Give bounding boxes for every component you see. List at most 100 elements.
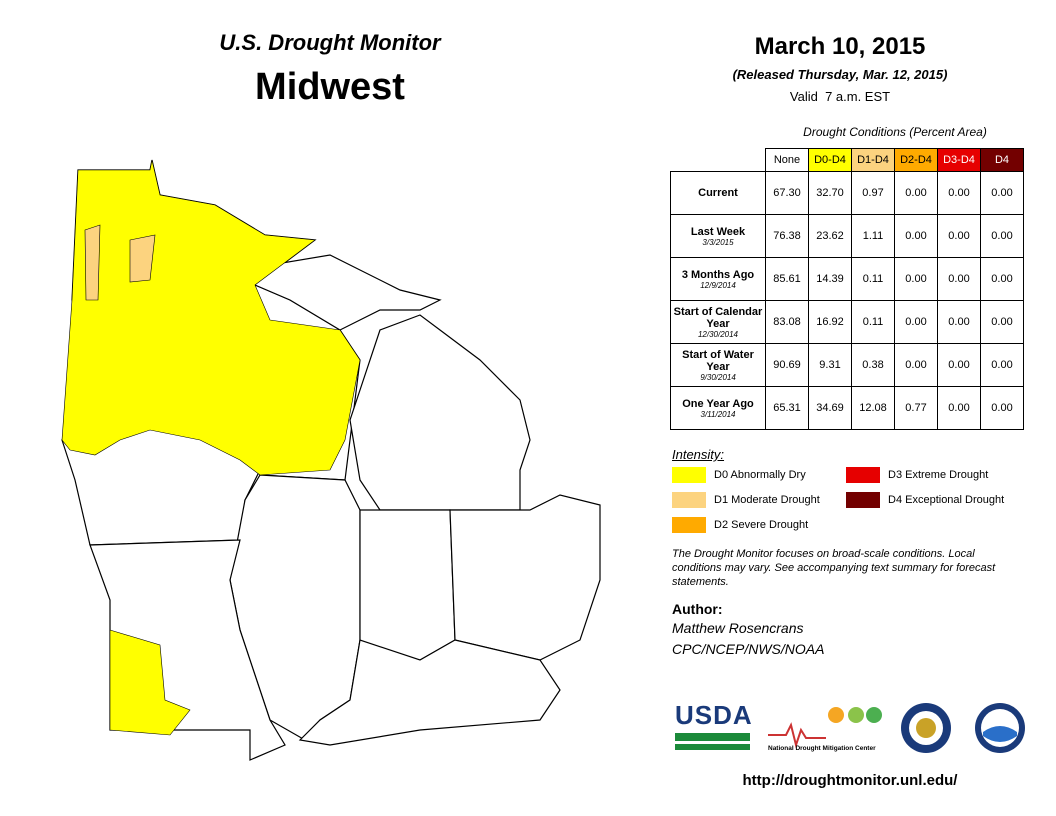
row-date: 12/9/2014 (700, 280, 736, 290)
row-date: 3/3/2015 (702, 237, 734, 247)
cell-value: 14.39 (808, 257, 852, 301)
cell-value: 0.00 (980, 171, 1024, 215)
cell-value: 0.00 (980, 257, 1024, 301)
state-kentucky (298, 639, 561, 746)
cell-value: 16.92 (808, 300, 852, 344)
cell-value: 0.00 (894, 343, 938, 387)
table-row: Start of Water Year 9/30/2014 90.69 9.31 0.3… (670, 343, 1024, 387)
d1-area (84, 224, 101, 301)
row-label: 3 Months Ago 12/9/2014 (670, 257, 766, 301)
legend-item: D0 Abnormally Dry (672, 467, 806, 483)
cell-value: 23.62 (808, 214, 852, 258)
cell-value: 83.08 (765, 300, 809, 344)
column-header: D1-D4 (851, 148, 895, 172)
column-header: D4 (980, 148, 1024, 172)
cell-value: 0.97 (851, 171, 895, 215)
cell-value: 0.00 (980, 343, 1024, 387)
legend-item: D2 Severe Drought (672, 517, 808, 533)
cell-value: 0.00 (937, 386, 981, 430)
state-ohio (449, 494, 601, 661)
header-row: None D0-D4 D1-D4 D2-D4 D3-D4 D4 (671, 148, 1024, 172)
author-heading: Author: (672, 601, 723, 617)
cell-value: 76.38 (765, 214, 809, 258)
row-label: Start of Calendar Year 12/30/2014 (670, 300, 766, 344)
cell-value: 0.00 (894, 300, 938, 344)
cell-value: 0.00 (937, 214, 981, 258)
legend-label: D1 Moderate Drought (714, 494, 820, 506)
row-label-text: Start of Water Year (682, 348, 754, 373)
row-label-text: Start of Calendar Year (673, 305, 763, 330)
author-org: CPC/NCEP/NWS/NOAA (672, 641, 825, 657)
legend-swatch (672, 492, 706, 508)
legend-swatch (672, 517, 706, 533)
table-row: 3 Months Ago 12/9/2014 85.61 14.39 0.11 0.00 0… (670, 257, 1024, 301)
agency-seals (901, 703, 1025, 753)
url: http://droughtmonitor.unl.edu/ (742, 772, 958, 789)
row-date: 3/11/2014 (700, 409, 736, 419)
state-indiana (359, 509, 456, 661)
region: Midwest (255, 66, 405, 108)
cell-value: 0.00 (894, 214, 938, 258)
table-caption: Drought Conditions (Percent Area) (803, 125, 987, 139)
usda-logo: USDA (675, 700, 753, 752)
table-row: Last Week 3/3/2015 76.38 23.62 1.11 0.00 0.00 0… (670, 214, 1024, 258)
row-label-text: One Year Ago (682, 397, 754, 410)
cell-value: 0.11 (851, 257, 895, 301)
row-date: 9/30/2014 (700, 372, 736, 382)
cell-value: 0.00 (937, 171, 981, 215)
cell-value: 34.69 (808, 386, 852, 430)
released: (Released Thursday, Mar. 12, 2015) (732, 67, 948, 82)
legend-title: Intensity: (672, 447, 725, 462)
cell-value: 67.30 (765, 171, 809, 215)
conditions-table: None D0-D4 D1-D4 D2-D4 D3-D4 D4 Current 67.30 32… (670, 148, 1024, 430)
cell-value: 12.08 (851, 386, 895, 430)
cell-value: 9.31 (808, 343, 852, 387)
cell-value: 1.11 (851, 214, 895, 258)
legend-swatch (846, 492, 880, 508)
row-date: 12/30/2014 (697, 329, 739, 339)
d1-area (129, 234, 156, 283)
table-row: Current 67.30 32.70 0.97 0.00 0.00 0.00 (670, 171, 1024, 215)
row-label-text: Last Week (690, 225, 746, 238)
legend-label: D2 Severe Drought (714, 519, 809, 531)
cell-value: 32.70 (808, 171, 852, 215)
row-label-text: Current (698, 187, 738, 199)
column-header: D0-D4 (808, 148, 852, 172)
table-row: One Year Ago 3/11/2014 65.31 34.69 12.08 0.77… (670, 386, 1024, 430)
legend-label: D3 Extreme Drought (888, 469, 989, 481)
valid: Valid 7 a.m. EST (789, 89, 891, 104)
legend-item: D3 Extreme Drought (846, 467, 988, 483)
row-label: One Year Ago 3/11/2014 (670, 386, 766, 430)
table-row: Start of Calendar Year 12/30/2014 83.08 16.… (670, 300, 1024, 344)
legend-swatch (846, 467, 880, 483)
legend-item: D4 Exceptional Drought (846, 492, 1004, 508)
cell-value: 65.31 (765, 386, 809, 430)
d0-area (109, 629, 191, 736)
cell-value: 85.61 (765, 257, 809, 301)
date: March 10, 2015 (754, 33, 926, 60)
ndmc-text: National Drought Mitigation Center (768, 745, 876, 752)
row-label: Start of Water Year 9/30/2014 (670, 343, 766, 387)
legend-label: D0 Abnormally Dry (714, 469, 806, 481)
map (61, 159, 601, 761)
cell-value: 0.38 (851, 343, 895, 387)
state-michigan-up (254, 254, 442, 331)
cell-value: 0.00 (980, 300, 1024, 344)
cell-value: 0.11 (851, 300, 895, 344)
column-header: D3-D4 (937, 148, 981, 172)
author-name: Matthew Rosencrans (672, 620, 804, 636)
column-header: D2-D4 (894, 148, 938, 172)
row-label: Last Week 3/3/2015 (670, 214, 766, 258)
cell-value: 90.69 (765, 343, 809, 387)
usda-text: USDA (675, 700, 753, 730)
state-michigan-lp (349, 314, 531, 511)
ndmc-logo: National Drought Mitigation Center (768, 707, 882, 752)
row-label: Current (670, 171, 766, 215)
row-label-text: 3 Months Ago (681, 268, 755, 281)
cell-value: 0.00 (894, 171, 938, 215)
note: The Drought Monitor focuses on broad-sca… (672, 548, 996, 588)
cell-value: 0.00 (894, 257, 938, 301)
cell-value: 0.00 (980, 386, 1024, 430)
cell-value: 0.00 (980, 214, 1024, 258)
